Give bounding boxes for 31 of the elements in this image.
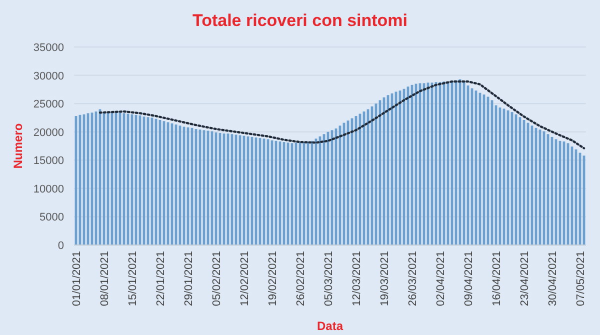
x-tick-label: 29/01/2021: [183, 251, 195, 306]
x-tick-label: 15/01/2021: [127, 251, 139, 306]
x-tick-label: 07/05/2021: [575, 251, 587, 306]
x-tick-label: 12/02/2021: [239, 251, 251, 306]
x-tick-label: 23/04/2021: [519, 251, 531, 306]
x-tick-label: 05/02/2021: [211, 251, 223, 306]
x-tick-label: 05/03/2021: [323, 251, 335, 306]
y-axis-title: Numero: [11, 123, 25, 169]
x-axis-title: Data: [316, 319, 344, 333]
y-tick-label: 5000: [40, 212, 64, 224]
x-tick-label: 09/04/2021: [463, 251, 475, 306]
line-series: [98, 80, 586, 150]
x-tick-label: 22/01/2021: [155, 251, 167, 306]
y-tick-label: 15000: [33, 155, 64, 168]
x-tick-label: 26/02/2021: [295, 251, 307, 306]
x-tick-label: 19/03/2021: [379, 251, 391, 306]
x-tick-label: 02/04/2021: [435, 251, 447, 306]
y-tick-label: 35000: [33, 42, 64, 54]
x-tick-label: 16/04/2021: [491, 251, 503, 306]
y-tick-label: 30000: [33, 70, 64, 82]
y-tick-label: 20000: [33, 126, 64, 139]
y-tick-label: 25000: [33, 98, 64, 111]
x-tick-label: 19/02/2021: [267, 251, 279, 306]
x-tick-label: 30/04/2021: [547, 251, 559, 306]
chart-title: Totale ricoveri con sintomi: [192, 11, 408, 30]
x-tick-label: 08/01/2021: [99, 251, 111, 306]
x-tick-label: 01/01/2021: [71, 251, 83, 306]
y-tick-label: 10000: [33, 183, 64, 196]
y-tick-label: 0: [58, 240, 64, 252]
x-tick-label: 26/03/2021: [407, 251, 419, 306]
x-tick-label: 12/03/2021: [351, 251, 363, 306]
